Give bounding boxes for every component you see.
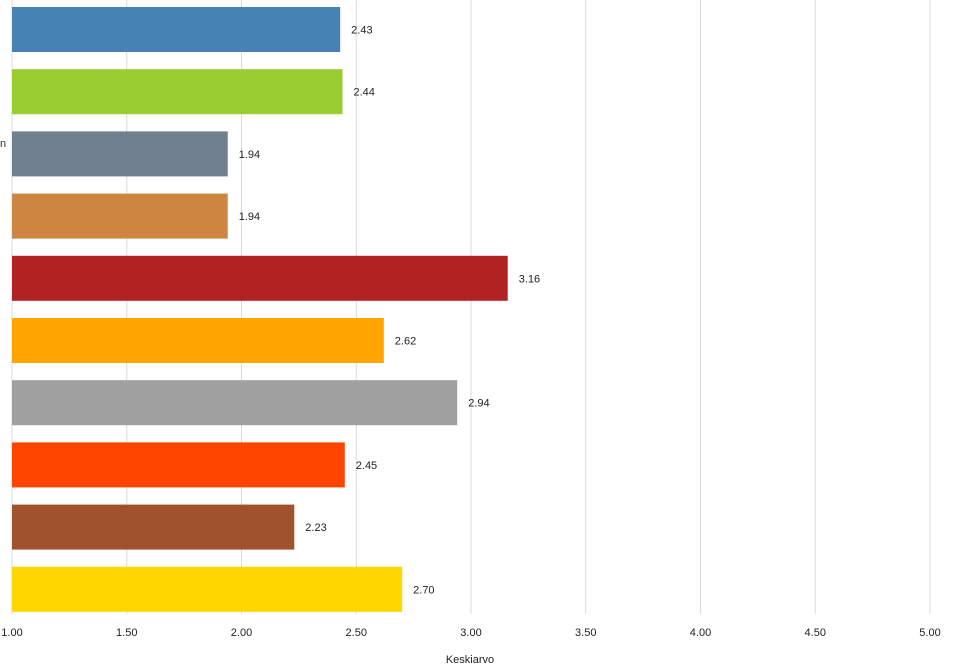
bar-value-label-2: 1.94	[239, 149, 260, 161]
bar-value-label-6: 2.94	[468, 398, 489, 410]
bar-1	[12, 69, 343, 115]
bar-3	[12, 193, 228, 239]
bar-value-label-1: 2.44	[353, 87, 374, 99]
x-tick-label-3: 2.50	[346, 627, 367, 639]
bar-0	[12, 7, 341, 52]
bar-6	[12, 380, 458, 426]
bar-value-label-7: 2.45	[356, 460, 377, 472]
bar-5	[12, 318, 384, 363]
x-tick-label-2: 2.00	[231, 627, 252, 639]
bar-value-label-3: 1.94	[239, 211, 260, 223]
bar-9	[12, 566, 403, 612]
bar-value-label-9: 2.70	[413, 584, 434, 596]
bar-value-label-8: 2.23	[305, 522, 326, 534]
bar-value-label-0: 2.43	[351, 25, 372, 37]
clipped-category-label: n	[0, 138, 7, 150]
bar-value-label-5: 2.62	[395, 336, 416, 348]
x-tick-label-5: 3.50	[575, 627, 596, 639]
x-axis-label: Keskiarvo	[446, 654, 494, 666]
x-tick-label-7: 4.50	[805, 627, 826, 639]
bar-value-label-4: 3.16	[519, 273, 540, 285]
bar-4	[12, 255, 508, 301]
x-tick-label-4: 3.00	[460, 627, 481, 639]
x-tick-label-1: 1.50	[116, 627, 137, 639]
x-tick-label-6: 4.00	[690, 627, 711, 639]
x-tick-label-0: 1.00	[1, 627, 22, 639]
x-tick-labels: 1.00 1.50 2.00 2.50 3.00 3.50 4.00 4.50 5.00	[1, 627, 940, 639]
bar-2	[12, 131, 228, 177]
x-tick-label-8: 5.00	[919, 627, 940, 639]
bar-7	[12, 442, 345, 488]
bar-8	[12, 504, 295, 550]
bars	[12, 7, 508, 612]
data-labels: 2.43 2.44 1.94 1.94 3.16 2.62 2.94 2.45 2.23 2.70	[239, 25, 540, 597]
